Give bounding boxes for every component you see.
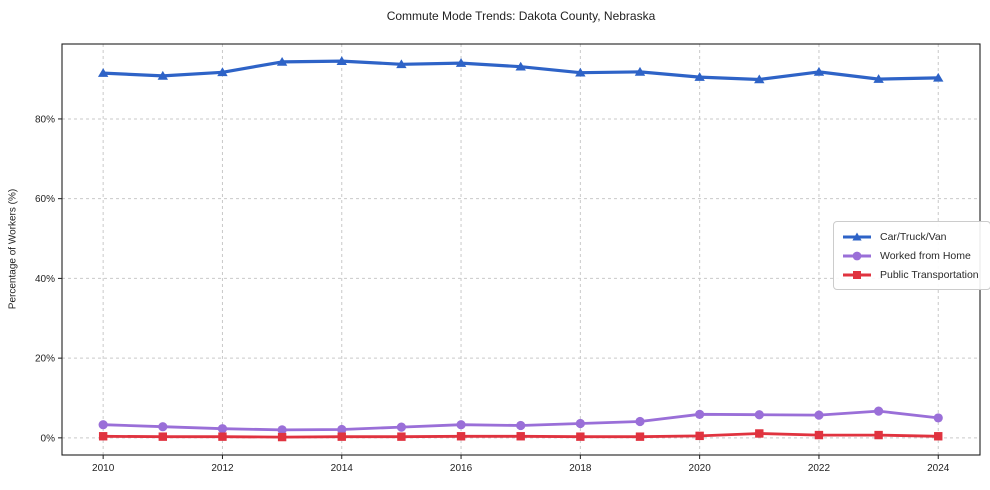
x-tick-label: 2014 xyxy=(331,463,354,474)
triangle-marker xyxy=(97,68,109,77)
triangle-marker xyxy=(933,72,944,82)
legend-item-worked-from-home: Worked from Home xyxy=(842,246,979,265)
circle-marker xyxy=(98,420,108,430)
y-tick-label: 0% xyxy=(41,433,56,444)
triangle-marker xyxy=(873,74,884,83)
legend-label: Worked from Home xyxy=(880,249,971,262)
triangle-marker xyxy=(336,56,347,65)
circle-marker xyxy=(575,418,585,429)
square-marker xyxy=(337,432,346,441)
x-tick-label: 2024 xyxy=(927,463,950,474)
triangle-marker xyxy=(396,59,407,69)
y-tick-label: 60% xyxy=(35,194,55,205)
x-tick-label: 2012 xyxy=(211,463,234,474)
square-marker xyxy=(277,432,287,442)
circle-marker xyxy=(456,420,466,430)
triangle-marker xyxy=(276,56,288,66)
square-marker xyxy=(635,432,645,441)
legend-label: Public Transportation xyxy=(880,268,979,281)
chart-title: Commute Mode Trends: Dakota County, Nebr… xyxy=(386,9,656,23)
square-marker xyxy=(158,432,168,441)
square-marker xyxy=(934,432,943,441)
x-tick-label: 2020 xyxy=(689,463,712,474)
circle-marker xyxy=(158,422,168,432)
circle-legend-sample-icon xyxy=(843,251,871,260)
square-marker xyxy=(695,431,704,441)
circle-marker xyxy=(635,416,645,427)
triangle-legend-sample-icon xyxy=(843,232,871,240)
square-marker xyxy=(874,430,883,440)
circle-marker xyxy=(217,424,228,434)
triangle-marker xyxy=(634,66,646,76)
triangle-marker xyxy=(157,70,169,80)
square-marker xyxy=(814,430,824,440)
circle-marker xyxy=(695,409,705,419)
legend: Car/Truck/Van Worked from Home Public Tran… xyxy=(833,221,990,290)
square-marker xyxy=(576,432,585,441)
x-tick-label: 2022 xyxy=(808,463,831,474)
x-tick-label: 2018 xyxy=(569,463,592,474)
circle-marker xyxy=(873,406,884,416)
triangle-marker xyxy=(813,66,825,76)
x-tick-label: 2016 xyxy=(450,463,473,474)
circle-marker xyxy=(754,410,764,420)
circle-marker xyxy=(396,422,407,432)
square-marker xyxy=(397,432,406,441)
square-marker xyxy=(456,432,466,441)
circle-marker xyxy=(337,424,347,435)
x-tick-label: 2010 xyxy=(92,463,115,474)
triangle-marker xyxy=(575,67,586,77)
square-legend-sample-icon xyxy=(843,270,871,279)
y-tick-label: 40% xyxy=(35,274,55,285)
circle-marker xyxy=(277,425,287,435)
triangle-marker xyxy=(455,58,467,67)
circle-marker xyxy=(516,420,526,431)
square-marker xyxy=(755,429,764,438)
square-marker xyxy=(98,432,108,441)
legend-item-car-truck-van: Car/Truck/Van xyxy=(842,227,979,246)
circle-marker xyxy=(933,413,943,423)
triangle-marker xyxy=(694,72,705,81)
legend-label: Car/Truck/Van xyxy=(880,230,947,243)
y-tick-label: 80% xyxy=(35,114,55,125)
square-marker xyxy=(516,432,525,441)
triangle-marker xyxy=(217,67,228,77)
circle-marker xyxy=(814,410,824,420)
triangle-marker xyxy=(754,74,765,84)
square-marker xyxy=(218,432,227,441)
legend-item-public-transportation: Public Transportation xyxy=(842,265,979,284)
y-tick-label: 20% xyxy=(35,354,55,365)
triangle-marker xyxy=(515,61,526,71)
